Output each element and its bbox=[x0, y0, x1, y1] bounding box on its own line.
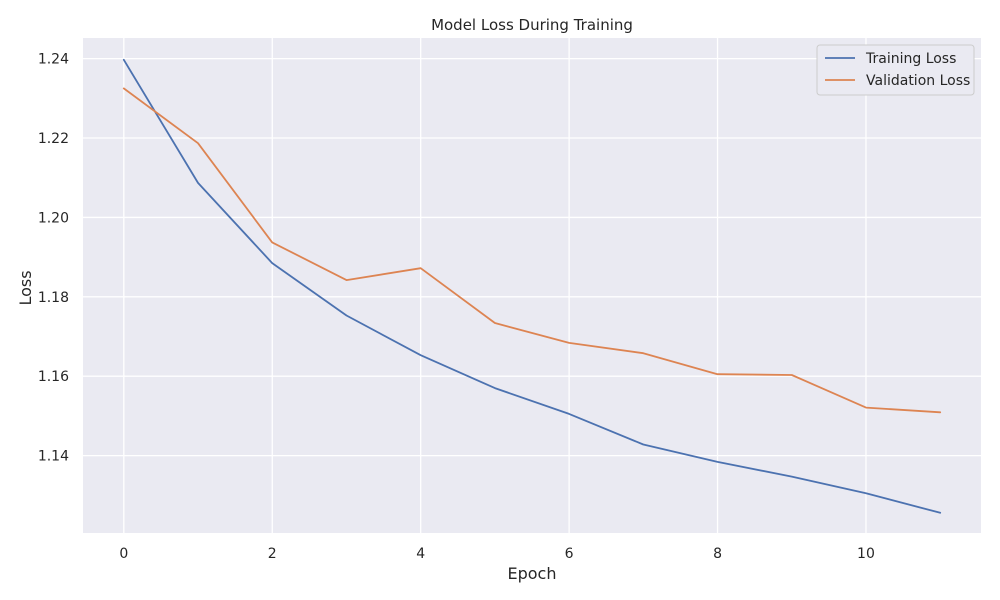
series-line-validation-loss bbox=[122, 87, 942, 414]
x-axis-ticks: 0 2 4 6 8 10 bbox=[119, 546, 875, 562]
x-axis-label: Epoch bbox=[508, 564, 557, 583]
series-lines bbox=[122, 58, 942, 514]
y-tick-label: 1.22 bbox=[38, 131, 69, 147]
series-line-training-loss bbox=[122, 58, 942, 514]
legend-box bbox=[816, 44, 975, 96]
y-tick-label: 1.20 bbox=[38, 210, 69, 226]
x-tick-label: 2 bbox=[268, 546, 277, 562]
y-tick-label: 1.18 bbox=[38, 290, 69, 306]
y-axis-ticks: 1.14 1.16 1.18 1.20 1.22 1.24 bbox=[38, 52, 69, 465]
x-tick-label: 4 bbox=[416, 546, 425, 562]
x-tick-label: 8 bbox=[713, 546, 722, 562]
legend-label-validation-loss: Validation Loss bbox=[866, 73, 970, 89]
legend-label-training-loss: Training Loss bbox=[865, 51, 956, 67]
chart-title: Model Loss During Training bbox=[431, 16, 633, 34]
legend: Training Loss Validation Loss bbox=[816, 44, 975, 96]
y-tick-label: 1.24 bbox=[38, 52, 69, 68]
x-tick-label: 10 bbox=[857, 546, 875, 562]
x-tick-label: 6 bbox=[565, 546, 574, 562]
grid-lines bbox=[83, 38, 981, 533]
plot-area bbox=[83, 38, 981, 533]
y-axis-label: Loss bbox=[16, 270, 35, 305]
y-tick-label: 1.14 bbox=[38, 449, 69, 465]
y-tick-label: 1.16 bbox=[38, 369, 69, 385]
x-tick-label: 0 bbox=[119, 546, 128, 562]
